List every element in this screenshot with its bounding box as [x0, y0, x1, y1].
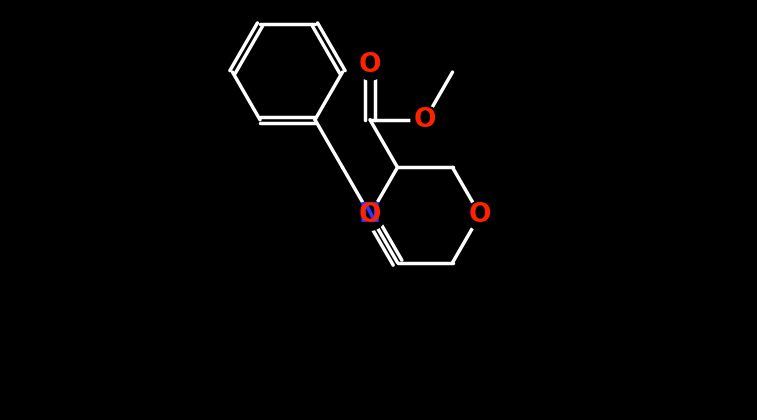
Text: O: O: [359, 202, 382, 228]
Text: N: N: [359, 202, 381, 228]
Text: O: O: [359, 52, 382, 78]
Text: O: O: [414, 107, 436, 133]
Text: O: O: [469, 202, 491, 228]
